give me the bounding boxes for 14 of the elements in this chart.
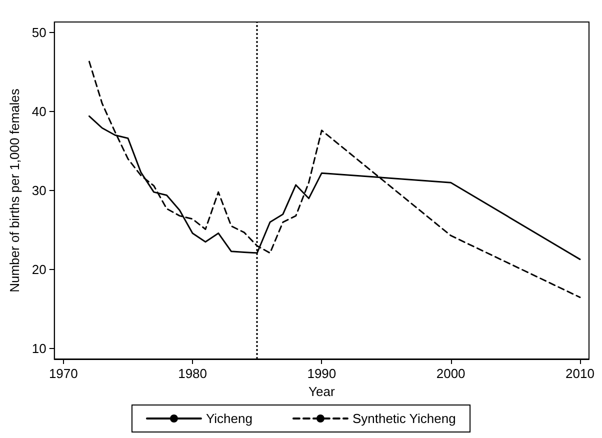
x-tick-label: 1980 [178,366,207,381]
y-tick-label: 30 [32,183,46,198]
x-tick-label: 2010 [566,366,594,381]
legend-label: Synthetic Yicheng [352,411,456,426]
x-axis-title: Year [308,384,336,399]
x-tick-label: 2000 [436,366,466,381]
legend-label: Yicheng [206,411,252,426]
y-tick-label: 50 [32,24,46,40]
x-tick-label: 1990 [307,366,336,381]
x-tick-label: 1970 [48,366,78,381]
y-tick-label: 40 [32,104,46,119]
y-tick-label: 10 [32,341,46,356]
y-axis-title: Number of births per 1,000 females [7,88,22,292]
y-tick-label: 20 [32,262,46,278]
